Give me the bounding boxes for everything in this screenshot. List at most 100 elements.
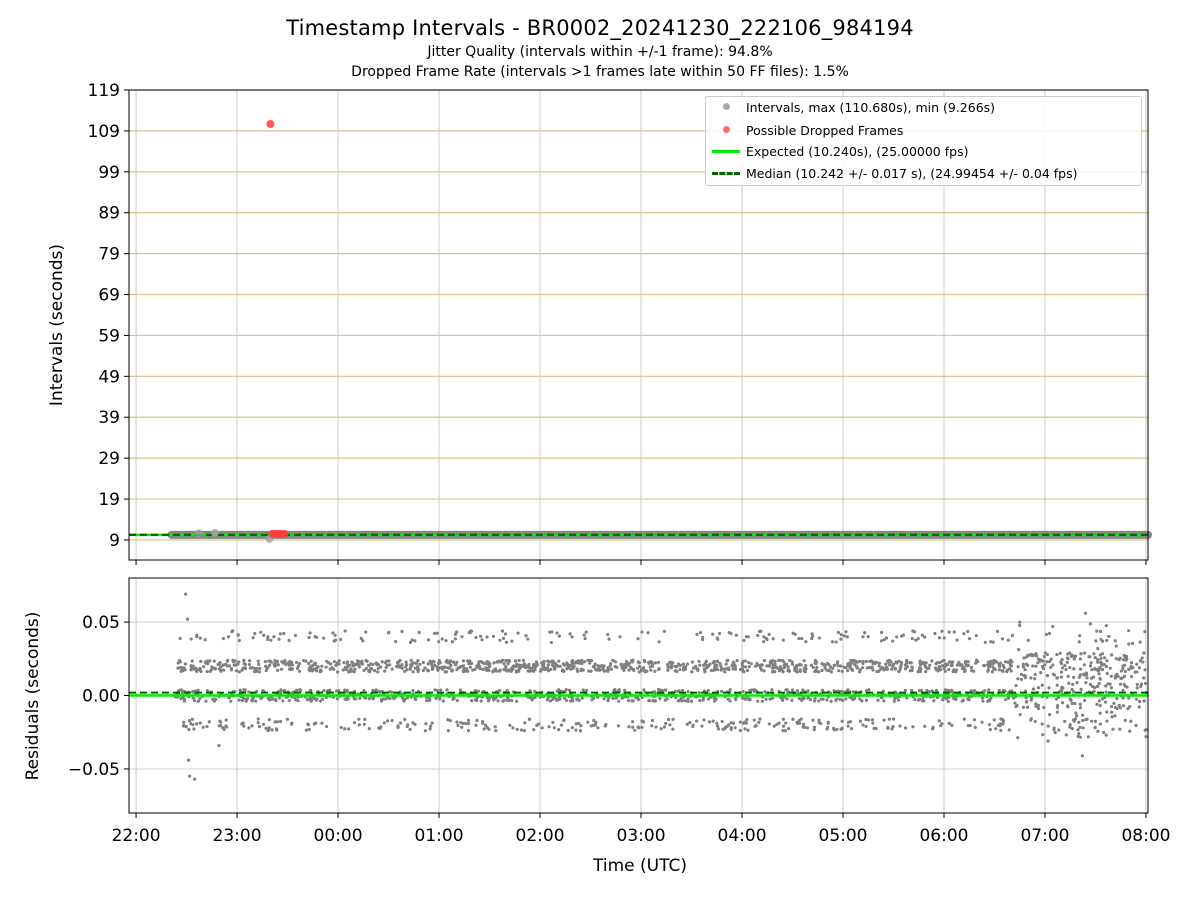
residual-point: [942, 658, 946, 663]
residual-point: [1121, 667, 1125, 671]
residual-point: [1085, 676, 1089, 680]
residual-point: [797, 636, 801, 641]
residual-point: [934, 688, 939, 693]
residual-point: [213, 666, 217, 670]
residual-point: [532, 663, 536, 667]
residual-point: [517, 664, 521, 669]
residual-point: [602, 697, 606, 701]
residual-point: [897, 659, 901, 663]
residual-point: [674, 695, 678, 700]
residual-point: [1104, 690, 1108, 694]
residual-point: [962, 632, 966, 636]
residual-point: [837, 669, 841, 673]
residual-point: [455, 698, 459, 703]
residual-point: [1118, 656, 1122, 660]
residual-point: [935, 661, 939, 665]
residual-point: [722, 667, 726, 671]
residual-point: [469, 661, 474, 666]
residual-point: [1114, 644, 1118, 648]
residual-point: [1018, 712, 1022, 717]
residual-point: [569, 667, 573, 671]
residual-point: [1046, 724, 1050, 728]
residual-point: [920, 633, 924, 637]
top-panel-ticks: 9 19 29 39 49 59 69 79 89 99 109 119: [88, 81, 1147, 565]
residual-point: [476, 662, 481, 666]
residual-point: [358, 696, 362, 700]
residual-point: [743, 727, 747, 731]
residual-point: [304, 659, 308, 663]
residual-point: [942, 636, 946, 640]
residual-point: [335, 697, 340, 701]
residual-point: [264, 726, 268, 730]
residual-point: [738, 728, 742, 733]
residual-point: [991, 640, 995, 644]
x-tick-label: 04:00: [718, 826, 767, 846]
residual-point: [551, 664, 555, 668]
residual-point: [330, 666, 334, 670]
residual-point: [943, 669, 947, 673]
residual-point: [695, 719, 699, 723]
residual-point: [466, 669, 470, 673]
residual-point: [278, 632, 282, 636]
residual-point: [446, 729, 450, 733]
residual-point: [706, 688, 710, 693]
residual-point: [686, 690, 690, 694]
residual-point: [1097, 672, 1101, 676]
residual-point: [1044, 632, 1049, 637]
residual-point: [648, 665, 652, 669]
residual-point: [423, 729, 427, 733]
residual-point: [405, 724, 409, 728]
residual-point: [438, 661, 442, 665]
residual-point: [611, 696, 615, 700]
residual-point: [711, 632, 715, 636]
residual-point: [854, 664, 858, 668]
residual-point: [1026, 653, 1030, 657]
residual-point: [411, 661, 415, 665]
residual-point: [700, 637, 705, 642]
residual-point: [1100, 697, 1105, 701]
residual-point: [952, 630, 956, 634]
residual-point: [767, 632, 771, 636]
residual-point: [617, 699, 621, 703]
residual-point: [465, 659, 470, 663]
residual-point: [836, 630, 841, 635]
residual-point: [1005, 669, 1009, 674]
residual-point: [861, 723, 865, 727]
residual-point: [524, 634, 528, 638]
residual-point: [1127, 642, 1131, 646]
residual-point: [549, 667, 553, 672]
residual-point: [1073, 654, 1078, 658]
residual-point: [456, 723, 460, 728]
residual-point: [221, 637, 226, 641]
residual-point: [527, 665, 532, 670]
residual-point: [795, 721, 800, 725]
residual-point: [190, 659, 194, 663]
residual-point: [1055, 710, 1059, 714]
residual-point: [1057, 728, 1061, 732]
residual-point: [871, 668, 875, 672]
residual-point: [784, 721, 788, 725]
residual-point: [1127, 667, 1131, 672]
residual-point: [742, 638, 746, 642]
residual-point: [950, 723, 954, 727]
residual-point: [282, 689, 286, 693]
residual-point: [1078, 702, 1082, 706]
residual-point: [653, 669, 657, 673]
residual-point: [578, 729, 583, 733]
residual-point: [819, 691, 823, 696]
residual-point: [229, 668, 234, 672]
residual-point: [1058, 651, 1062, 655]
residual-point: [810, 636, 814, 641]
residual-point: [414, 661, 418, 665]
residual-point: [259, 630, 263, 634]
residual-point: [242, 724, 246, 728]
residual-point: [716, 724, 720, 728]
residual-point: [205, 724, 209, 729]
residual-point: [1072, 657, 1076, 661]
residual-point: [504, 658, 508, 663]
residual-point: [767, 722, 771, 726]
residual-point: [841, 698, 845, 703]
residual-point: [879, 667, 883, 671]
residual-point: [571, 659, 575, 663]
x-tick-label: 22:00: [112, 826, 161, 846]
